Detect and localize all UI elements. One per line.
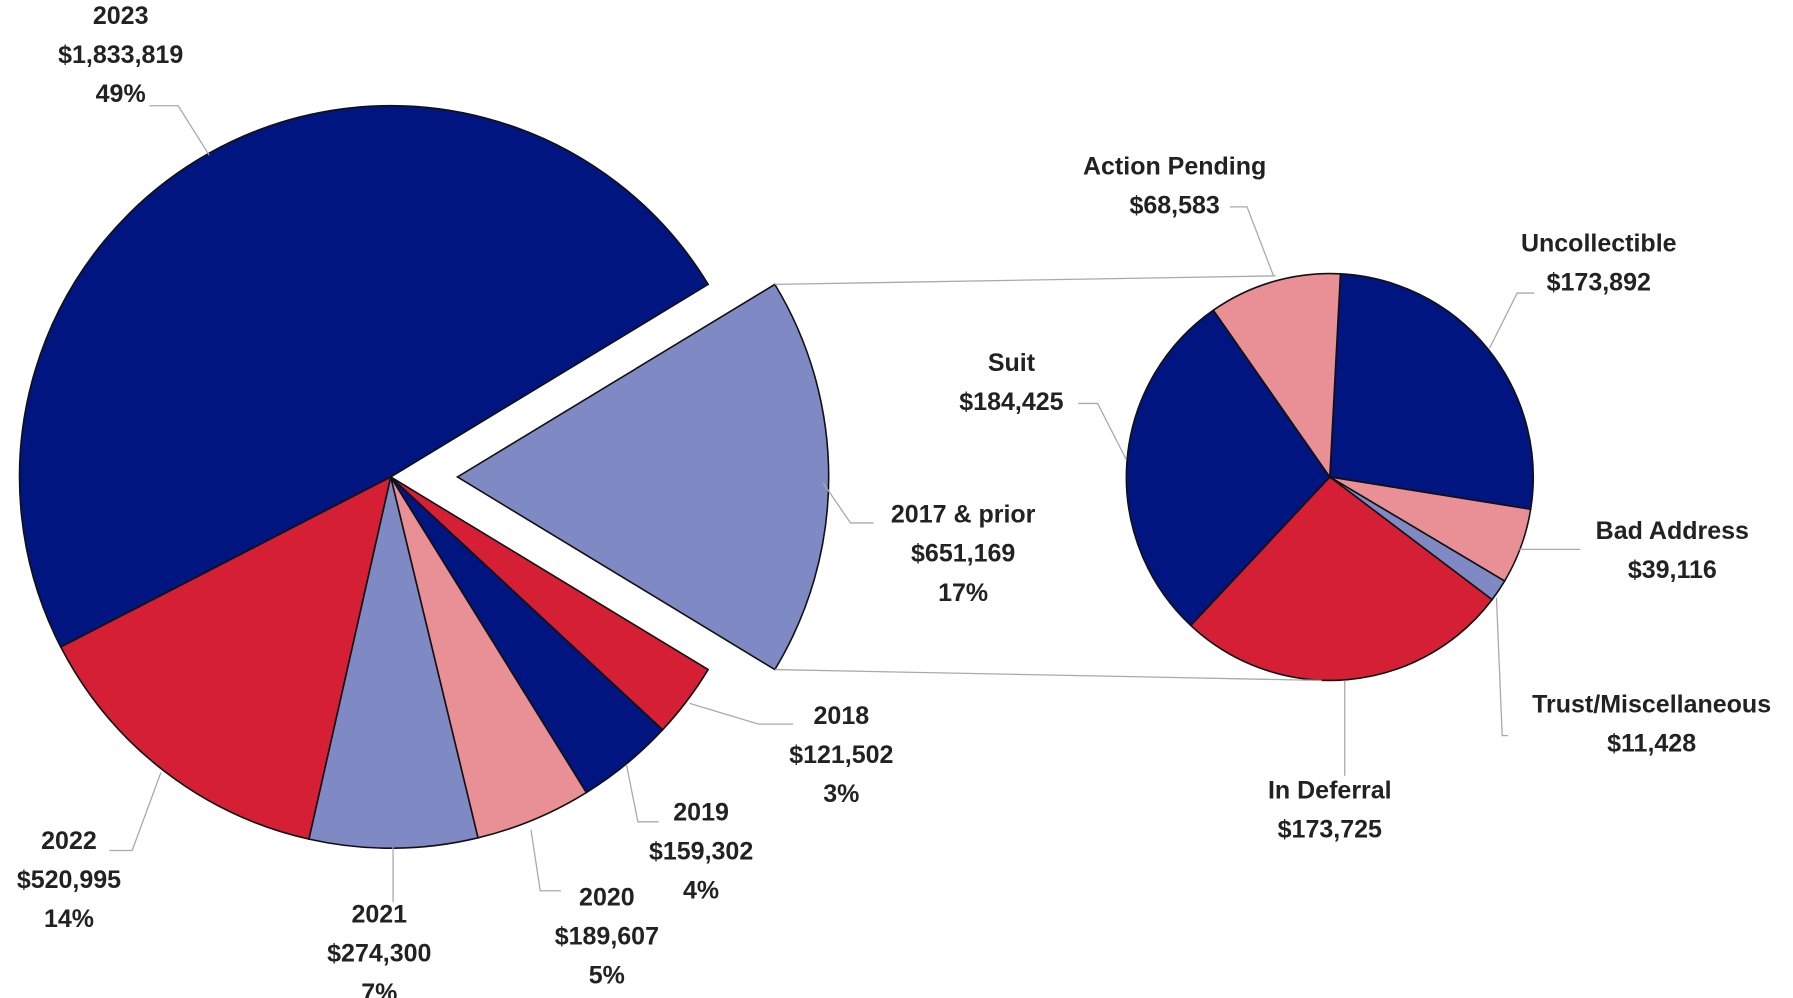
category-label: 2022 [41,827,97,855]
value-label: $68,583 [1129,191,1219,219]
connector-line [774,275,1276,286]
category-label: 2023 [93,2,149,30]
value-label: $39,116 [1628,556,1717,584]
value-label: $184,425 [959,388,1063,416]
pie-slice [1125,309,1331,627]
value-label: $520,995 [17,866,121,894]
category-label: 2021 [351,901,407,929]
connector-line [774,668,1322,682]
category-label: 2018 [814,702,870,730]
leader-line [1078,402,1127,461]
leader-line [1229,206,1275,277]
category-label: 2019 [673,798,729,826]
category-label: Trust/Miscellaneous [1532,690,1771,718]
value-label: $651,169 [911,540,1015,568]
value-label: $121,502 [789,741,893,769]
value-label: $173,892 [1547,269,1651,297]
leader-line [149,105,210,156]
percent-label: 4% [683,877,719,905]
category-label: 2017 & prior [891,501,1036,529]
category-label: 2020 [579,883,635,911]
leader-line [1495,597,1508,737]
percent-label: 7% [361,979,397,998]
value-label: $1,833,819 [58,41,183,69]
value-label: $189,607 [555,922,659,950]
leader-line [1488,292,1535,349]
pie-slice [455,283,830,671]
percent-label: 3% [823,780,859,808]
category-label: Bad Address [1596,517,1749,545]
leader-line [625,764,659,823]
percent-label: 49% [96,80,146,108]
value-label: $11,428 [1607,729,1696,757]
pie-slice [1189,475,1494,682]
value-label: $274,300 [327,940,431,968]
pie-slice [59,475,392,841]
pie-slice [390,476,710,731]
category-label: In Deferral [1268,777,1392,805]
value-label: $159,302 [649,837,753,865]
leader-line [109,772,162,852]
leader-line [530,829,561,892]
leader-line [689,702,794,725]
pie-slice [18,104,710,649]
pie-slice [1212,272,1342,480]
percent-label: 5% [589,962,625,990]
pie-slice [1328,272,1535,511]
category-label: Action Pending [1083,152,1266,180]
percent-label: 14% [44,905,94,933]
category-label: Uncollectible [1521,229,1677,257]
value-label: $173,725 [1278,816,1382,844]
percent-label: 17% [938,579,988,607]
leader-line [822,482,874,524]
category-label: Suit [988,349,1036,377]
